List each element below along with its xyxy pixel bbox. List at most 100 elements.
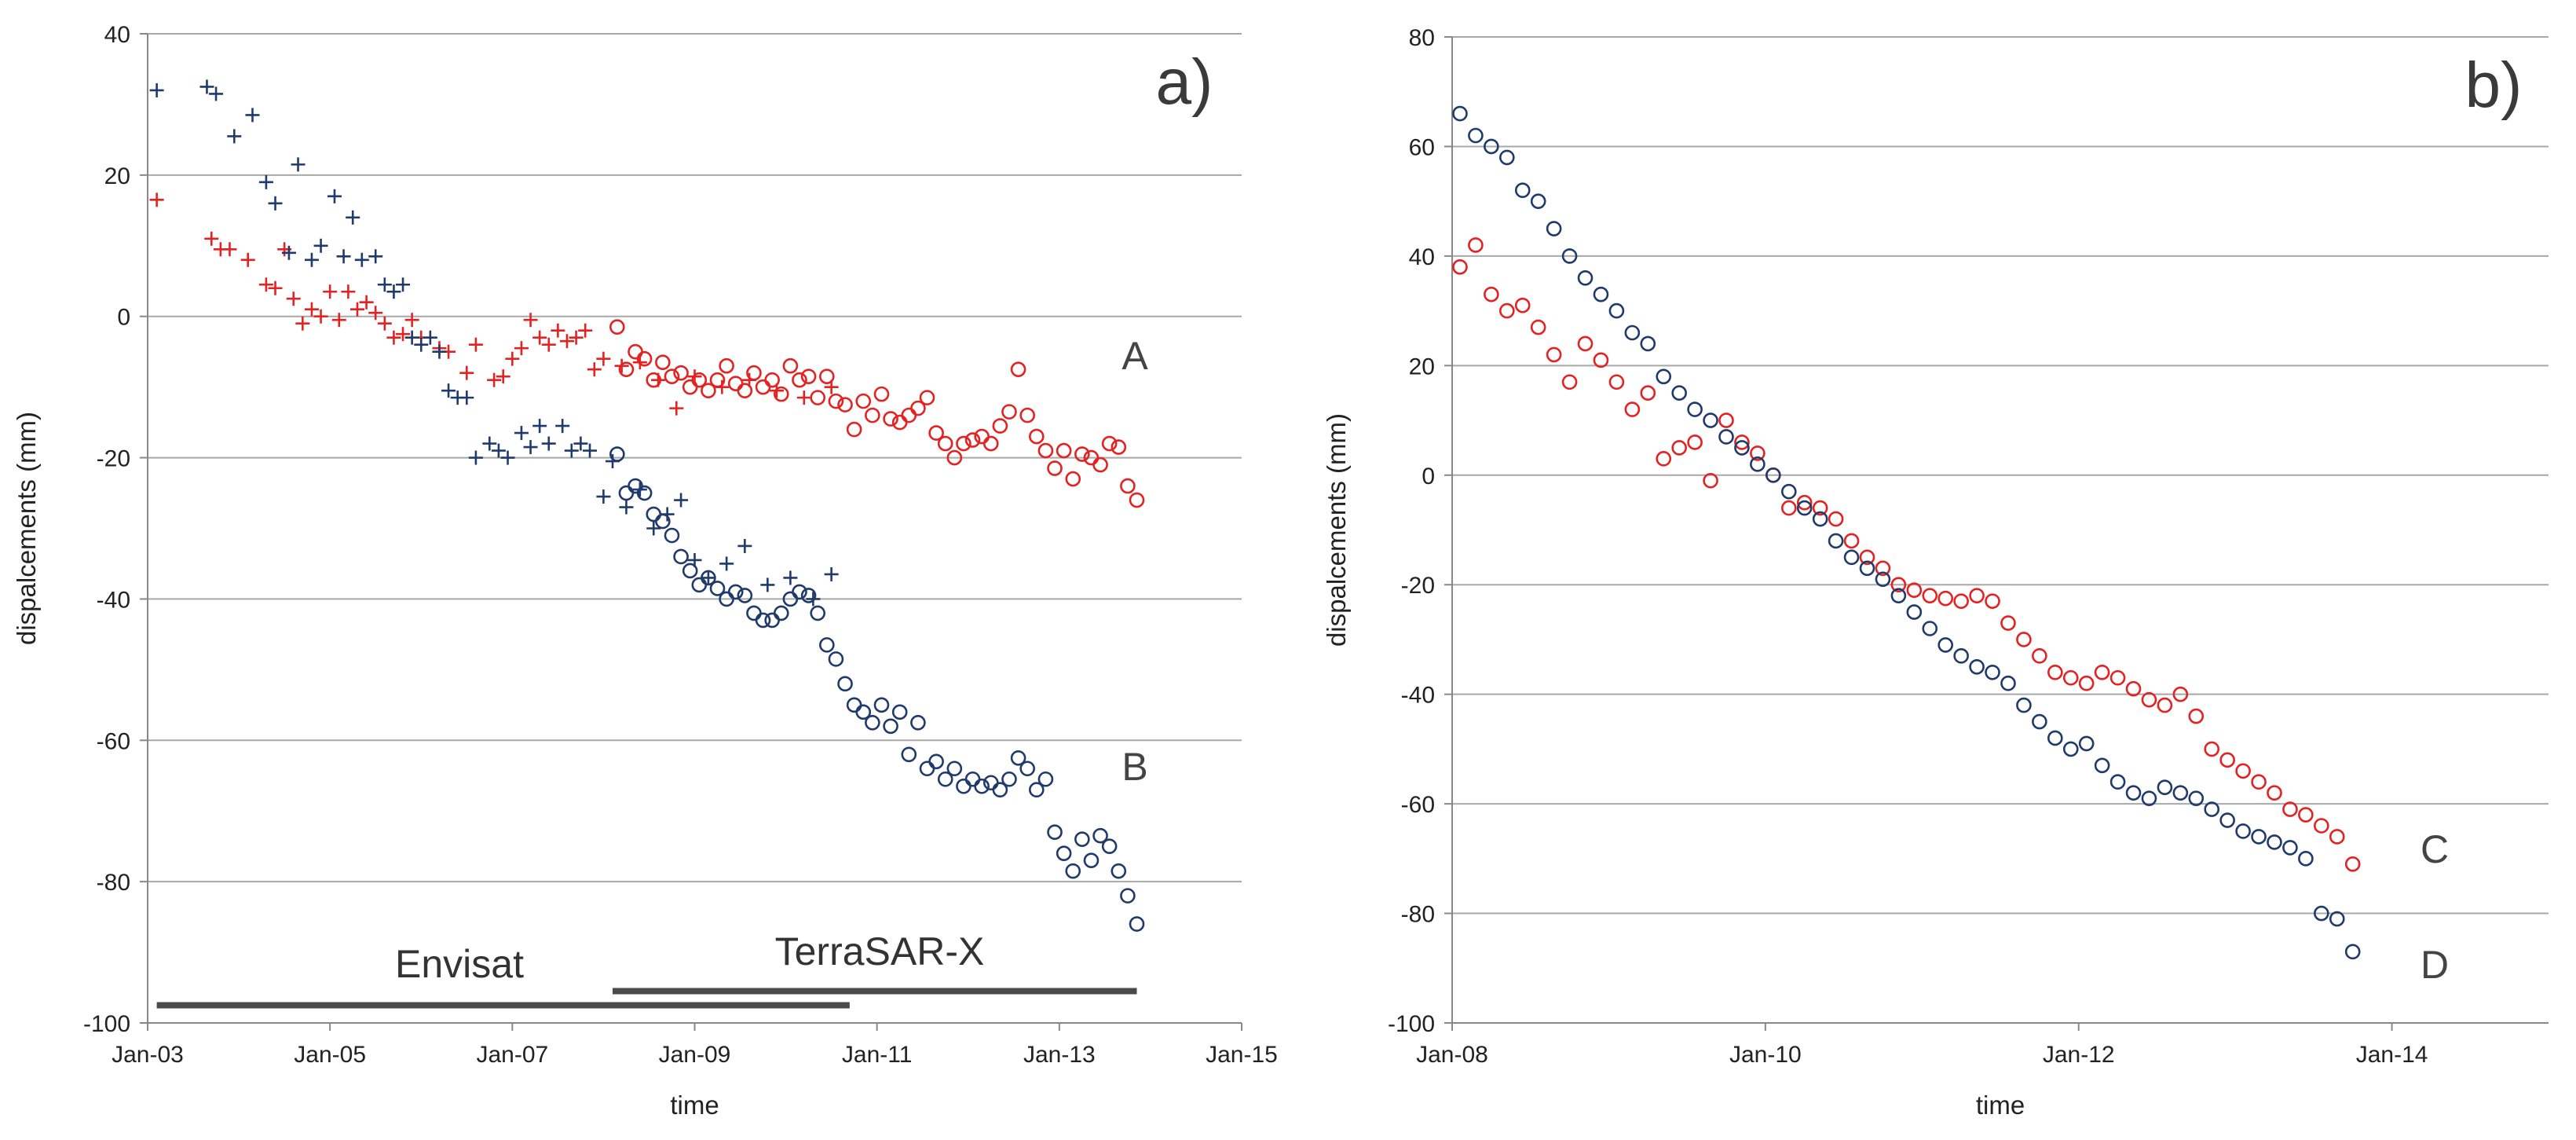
data-point	[1718, 429, 1734, 445]
data-point	[919, 761, 935, 777]
data-point	[349, 302, 364, 317]
data-point	[982, 435, 999, 452]
data-point	[819, 637, 835, 653]
data-point	[2062, 741, 2079, 757]
data-point	[2282, 840, 2298, 856]
data-point	[2314, 818, 2329, 834]
data-point	[346, 210, 360, 225]
panel-label: b)	[2465, 49, 2523, 121]
data-point	[992, 782, 1008, 798]
data-point	[1499, 149, 1515, 166]
y-tick-label: 20	[104, 163, 130, 189]
data-point	[199, 79, 214, 94]
y-tick-label: -20	[1401, 573, 1435, 599]
data-point	[2109, 669, 2126, 686]
data-point	[2078, 735, 2095, 752]
data-point	[1514, 297, 1531, 313]
data-point	[618, 361, 635, 377]
data-point	[901, 407, 917, 423]
data-point	[956, 435, 971, 452]
data-point	[1734, 440, 1750, 456]
data-point	[268, 196, 283, 211]
data-point	[760, 577, 775, 592]
data-point	[910, 715, 926, 731]
data-point	[1484, 138, 1499, 155]
data-point	[1092, 456, 1108, 473]
bar-label: Envisat	[395, 942, 524, 986]
data-point	[1812, 500, 1828, 516]
y-tick-label: 40	[1409, 244, 1435, 270]
data-point	[2125, 680, 2142, 697]
data-point	[673, 548, 689, 565]
data-point	[323, 284, 338, 299]
data-point	[1452, 105, 1468, 122]
y-tick-label: 40	[104, 22, 130, 48]
data-point	[1065, 863, 1081, 879]
x-axis-title: time	[670, 1091, 719, 1120]
data-point	[555, 419, 570, 434]
data-point	[655, 354, 671, 370]
data-point	[1037, 442, 1054, 459]
data-point	[258, 174, 273, 189]
data-point	[1969, 588, 1985, 603]
data-point	[1029, 782, 1045, 798]
x-tick-label: Jan-08	[1416, 1042, 1488, 1068]
data-point	[559, 334, 574, 349]
data-point	[855, 704, 872, 720]
data-point	[956, 778, 971, 794]
data-point	[646, 372, 662, 388]
data-point	[1129, 492, 1145, 508]
data-point	[1056, 845, 1072, 861]
data-point	[1890, 588, 1907, 603]
data-point	[1937, 637, 1953, 653]
data-point	[377, 316, 392, 331]
data-point	[1120, 888, 1136, 904]
data-point	[628, 343, 643, 360]
data-point	[2172, 686, 2189, 702]
data-point	[291, 157, 306, 172]
data-point	[386, 284, 401, 299]
x-tick-label: Jan-11	[842, 1042, 913, 1068]
data-point	[1780, 500, 1797, 516]
data-point	[618, 485, 635, 501]
data-point	[2157, 779, 2173, 795]
data-point	[2062, 669, 2079, 686]
data-point	[368, 306, 383, 321]
data-point	[937, 771, 953, 787]
data-point	[919, 390, 935, 405]
data-point	[532, 419, 547, 434]
data-point	[1922, 621, 1938, 636]
data-point	[796, 390, 811, 405]
series-label-b: B	[1122, 745, 1147, 789]
data-point	[1101, 838, 1118, 854]
data-point	[245, 108, 260, 123]
data-point	[541, 436, 556, 451]
data-point	[1812, 511, 1828, 527]
x-tick-label: Jan-14	[2356, 1042, 2428, 1068]
data-point	[514, 426, 529, 441]
x-axis-title: time	[1976, 1091, 2025, 1120]
series-D-data	[1452, 105, 2361, 960]
data-point	[587, 362, 602, 377]
data-point	[304, 252, 319, 267]
data-point	[1593, 286, 1609, 302]
data-point	[1624, 324, 1641, 341]
data-point	[1687, 401, 1703, 417]
data-point	[719, 357, 734, 374]
data-point	[837, 397, 853, 412]
data-point	[846, 421, 862, 438]
data-point	[1577, 335, 1594, 352]
data-point	[1750, 456, 1766, 472]
data-point	[1561, 248, 1578, 264]
data-point	[609, 446, 625, 462]
data-point	[1499, 302, 1515, 319]
data-point	[1718, 412, 1734, 428]
data-point	[487, 372, 502, 387]
data-point	[1083, 852, 1100, 868]
data-point	[810, 605, 826, 621]
data-point	[1734, 434, 1750, 450]
data-point	[1687, 434, 1703, 450]
data-point	[937, 435, 953, 452]
data-point	[1452, 259, 1468, 275]
